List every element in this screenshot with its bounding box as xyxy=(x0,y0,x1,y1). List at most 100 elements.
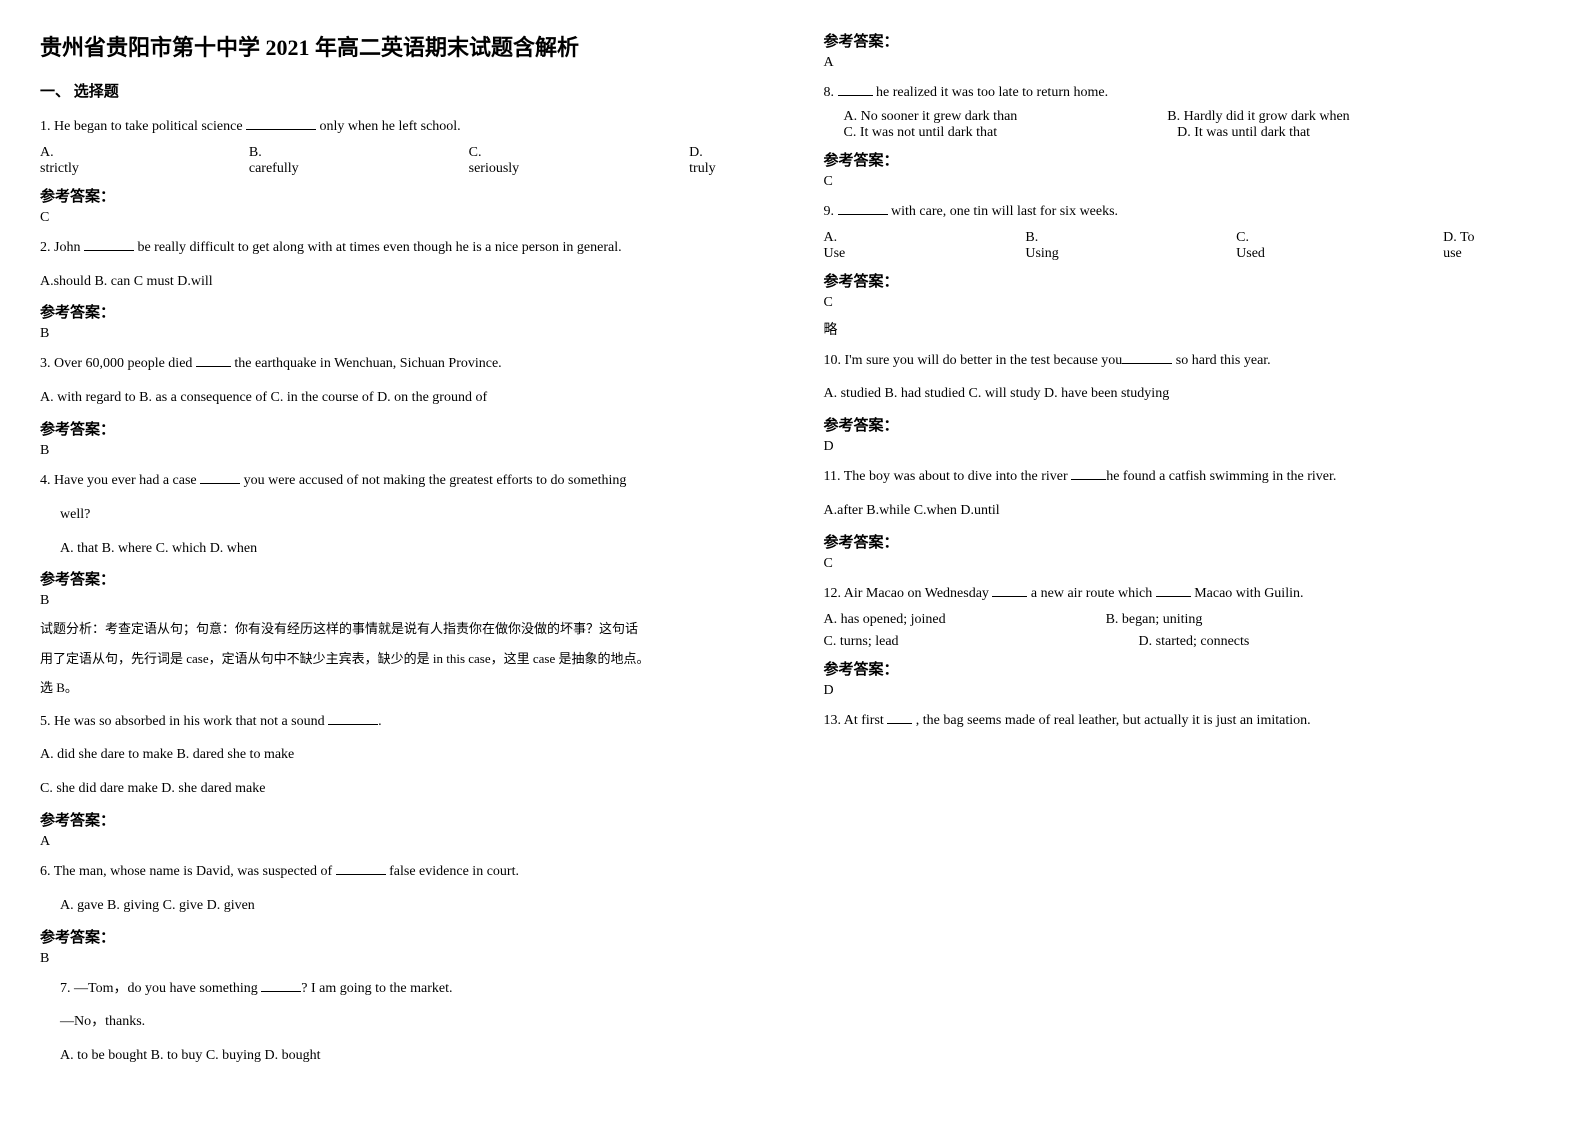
q5-text-b: . xyxy=(378,714,382,729)
q7-text-a: 7. —Tom，do you have something xyxy=(60,981,261,996)
q2-options: A.should B. can C must D.will xyxy=(40,270,764,294)
opt-d: D. started; connects xyxy=(1139,634,1250,650)
answer-label: 参考答案： xyxy=(824,658,1548,679)
q9-text-b: with care, one tin will last for six wee… xyxy=(888,204,1119,219)
q6-answer: B xyxy=(40,951,764,967)
q10-options: A. studied B. had studied C. will study … xyxy=(824,382,1548,406)
q12-answer: D xyxy=(824,683,1548,699)
q7-answer: A xyxy=(824,55,1548,71)
q8-opts-row1: A. No sooner it grew dark than B. Hardly… xyxy=(824,109,1548,125)
question-12: 12. Air Macao on Wednesday a new air rou… xyxy=(824,582,1548,606)
q12-text-mid: a new air route which xyxy=(1027,586,1155,601)
q8-answer: C xyxy=(824,174,1548,190)
q7-text-b: ? I am going to the market. xyxy=(301,981,452,996)
answer-label: 参考答案： xyxy=(40,418,764,439)
blank xyxy=(328,711,378,725)
q7-line2: —No，thanks. xyxy=(40,1010,764,1034)
opt-d: D. truly xyxy=(689,145,715,177)
q10-text-a: 10. I'm sure you will do better in the t… xyxy=(824,353,1123,368)
blank xyxy=(1071,466,1106,480)
question-1: 1. He began to take political science on… xyxy=(40,115,764,139)
q5-opts-ab: A. did she dare to make B. dared she to … xyxy=(40,743,764,767)
opt-c: C. seriously xyxy=(469,145,520,177)
question-2: 2. John be really difficult to get along… xyxy=(40,236,764,260)
opt-a: A. Use xyxy=(824,230,856,262)
q13-text-a: 13. At first xyxy=(824,713,888,728)
q9-answer: C xyxy=(824,295,1548,311)
blank xyxy=(838,82,873,96)
q9-note: 略 xyxy=(824,319,1548,339)
answer-label: 参考答案： xyxy=(40,185,764,206)
blank xyxy=(246,116,316,130)
question-3: 3. Over 60,000 people died the earthquak… xyxy=(40,352,764,376)
q5-text-a: 5. He was so absorbed in his work that n… xyxy=(40,714,328,729)
blank xyxy=(838,201,888,215)
blank xyxy=(1122,350,1172,364)
opt-a: A. No sooner it grew dark than xyxy=(844,109,1018,125)
blank xyxy=(84,237,134,251)
q9-text-a: 9. xyxy=(824,204,838,219)
q1-text-a: 1. He began to take political science xyxy=(40,119,246,134)
q13-text-b: , the bag seems made of real leather, bu… xyxy=(912,713,1310,728)
blank xyxy=(887,710,912,724)
page-title: 贵州省贵阳市第十中学 2021 年高二英语期末试题含解析 xyxy=(40,30,764,62)
q12-opts-row1: A. has opened; joined B. began; uniting xyxy=(824,612,1548,628)
question-13: 13. At first , the bag seems made of rea… xyxy=(824,709,1548,733)
q4-answer: B xyxy=(40,593,764,609)
q3-text-b: the earthquake in Wenchuan, Sichuan Prov… xyxy=(231,356,502,371)
q3-text-a: 3. Over 60,000 people died xyxy=(40,356,196,371)
q8-opts-row2: C. It was not until dark that D. It was … xyxy=(824,125,1548,141)
q8-text-b: he realized it was too late to return ho… xyxy=(873,85,1109,100)
answer-label: 参考答案： xyxy=(40,809,764,830)
answer-label: 参考答案： xyxy=(40,301,764,322)
q4-analysis-2: 用了定语从句，先行词是 case，定语从句中不缺少主宾表，缺少的是 in thi… xyxy=(40,647,764,670)
question-6: 6. The man, whose name is David, was sus… xyxy=(40,860,764,884)
blank xyxy=(336,861,386,875)
q12-text-a: 12. Air Macao on Wednesday xyxy=(824,586,993,601)
question-11: 11. The boy was about to dive into the r… xyxy=(824,465,1548,489)
answer-label: 参考答案： xyxy=(40,568,764,589)
q7-options: A. to be bought B. to buy C. buying D. b… xyxy=(40,1044,764,1068)
blank xyxy=(261,978,301,992)
question-4: 4. Have you ever had a case you were acc… xyxy=(40,469,764,493)
answer-label: 参考答案： xyxy=(824,149,1548,170)
q6-text-a: 6. The man, whose name is David, was sus… xyxy=(40,864,336,879)
question-5: 5. He was so absorbed in his work that n… xyxy=(40,710,764,734)
q8-text-a: 8. xyxy=(824,85,838,100)
q11-options: A.after B.while C.when D.until xyxy=(824,499,1548,523)
section-heading: 一、 选择题 xyxy=(40,80,764,101)
q4-text-b: you were accused of not making the great… xyxy=(240,473,626,488)
q1-answer: C xyxy=(40,210,764,226)
blank xyxy=(1156,583,1191,597)
q2-text-a: 2. John xyxy=(40,240,84,255)
q4-text-a: 4. Have you ever had a case xyxy=(40,473,200,488)
q3-options: A. with regard to B. as a consequence of… xyxy=(40,386,764,410)
q3-answer: B xyxy=(40,443,764,459)
q4-line2: well? xyxy=(40,503,764,527)
q12-opts-row2: C. turns; lead D. started; connects xyxy=(824,634,1548,650)
answer-label: 参考答案： xyxy=(824,30,1548,51)
q2-answer: B xyxy=(40,326,764,342)
q5-opts-cd: C. she did dare make D. she dared make xyxy=(40,777,764,801)
opt-c: C. Used xyxy=(1236,230,1273,262)
blank xyxy=(196,353,231,367)
answer-label: 参考答案： xyxy=(40,926,764,947)
q11-text-a: 11. The boy was about to dive into the r… xyxy=(824,469,1072,484)
q6-text-b: false evidence in court. xyxy=(386,864,519,879)
q5-answer: A xyxy=(40,834,764,850)
q11-text-b: he found a catfish swimming in the river… xyxy=(1106,469,1336,484)
opt-d: D. It was until dark that xyxy=(1177,125,1310,141)
blank xyxy=(992,583,1027,597)
q4-analysis-3: 选 B。 xyxy=(40,676,764,699)
question-7: 7. —Tom，do you have something ? I am goi… xyxy=(40,977,764,1001)
question-10: 10. I'm sure you will do better in the t… xyxy=(824,349,1548,373)
opt-b: B. began; uniting xyxy=(1106,612,1203,628)
q2-text-b: be really difficult to get along with at… xyxy=(134,240,622,255)
q12-text-b: Macao with Guilin. xyxy=(1191,586,1304,601)
question-8: 8. he realized it was too late to return… xyxy=(824,81,1548,105)
q10-text-b: so hard this year. xyxy=(1172,353,1270,368)
q4-options: A. that B. where C. which D. when xyxy=(40,537,764,561)
opt-a: A. strictly xyxy=(40,145,79,177)
opt-a: A. has opened; joined xyxy=(824,612,946,628)
q6-options: A. gave B. giving C. give D. given xyxy=(40,894,764,918)
